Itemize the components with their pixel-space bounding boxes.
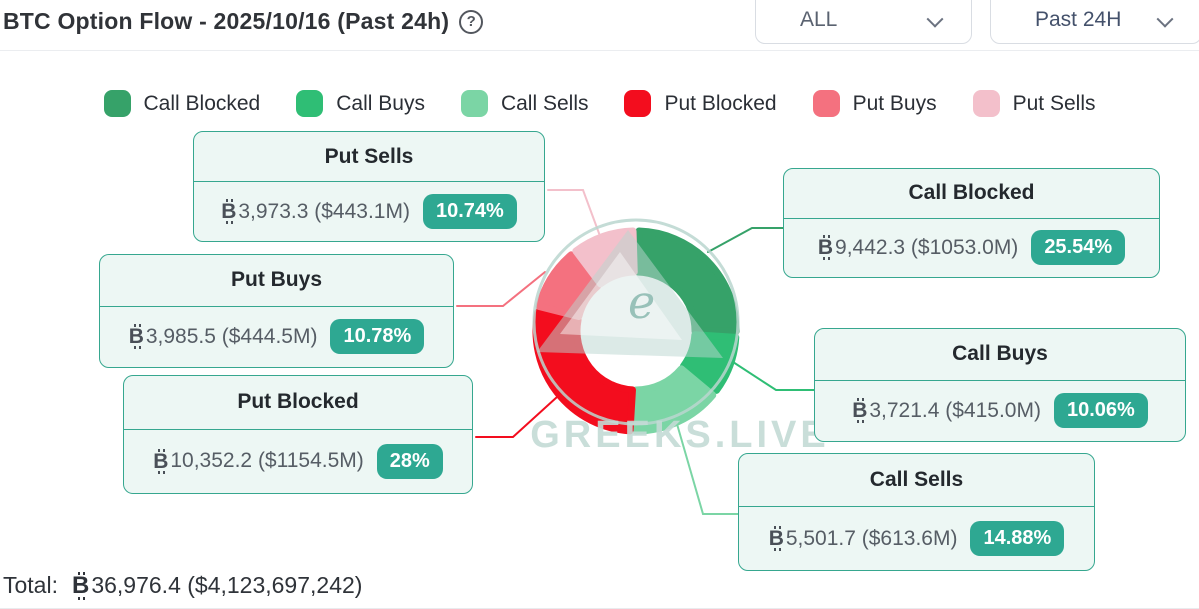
total-row: Total: B 36,976.4 ($4,123,697,242) [3,571,363,600]
btc-icon: B [153,448,169,474]
leader-line-put-sells [547,189,601,237]
watermark-logo-letter: e [628,275,655,329]
total-label: Total: [3,572,58,598]
leader-line-call-blocked [707,227,787,253]
callout-value: B 10,352.2 ($1154.5M) [153,448,364,474]
legend-swatch [624,90,652,117]
legend-label: Call Sells [500,91,589,115]
legend-label: Put Buys [852,91,937,115]
filter-all-label: ALL [800,8,838,31]
callout-call-buys[interactable]: Call Buys B 3,721.4 ($415.0M) 10.06% [814,328,1186,442]
pct-badge: 10.74% [422,194,517,230]
callout-title: Put Sells [194,132,544,183]
callout-title: Call Buys [815,329,1185,381]
chart-legend: Call Blocked Call Buys Call Sells Put Bl… [0,90,1199,117]
legend-item-put-buys[interactable]: Put Buys [812,90,937,117]
legend-swatch [296,90,324,117]
watermark-logo: e GREEKS.LIVE [530,218,830,456]
callout-title: Put Buys [100,255,453,307]
pct-badge: 10.06% [1053,393,1148,429]
leader-line-put-buys [456,271,546,307]
header: BTC Option Flow - 2025/10/16 (Past 24h) … [0,0,1199,50]
pct-badge: 28% [376,443,443,479]
leader-line-put-blocked [475,396,558,438]
legend-item-call-buys[interactable]: Call Buys [296,90,425,117]
legend-label: Put Sells [1012,91,1096,115]
callout-put-sells[interactable]: Put Sells B 3,973.3 ($443.1M) 10.74% [193,131,545,242]
legend-label: Call Blocked [143,91,261,115]
legend-label: Call Buys [336,91,425,115]
help-icon[interactable]: ? [459,9,484,34]
legend-label: Put Blocked [664,91,777,115]
btc-icon: B [817,235,834,261]
leader-line-call-sells [676,423,742,515]
pct-badge: 25.54% [1031,230,1126,266]
donut-slice-call-sells[interactable] [632,365,717,435]
btc-icon: B [768,526,784,552]
filter-dropdown-all[interactable]: ALL [755,0,972,44]
callout-value: B 9,442.3 ($1053.0M) [817,235,1019,261]
watermark-brand-text: GREEKS.LIVE [530,414,830,456]
callout-title: Call Sells [739,454,1094,508]
legend-item-put-blocked[interactable]: Put Blocked [624,90,777,117]
callout-put-buys[interactable]: Put Buys B 3,985.5 ($444.5M) 10.78% [99,254,454,368]
btc-icon: B [852,398,868,424]
legend-item-put-sells[interactable]: Put Sells [972,90,1096,117]
legend-swatch [460,90,488,117]
header-divider [0,50,1199,51]
callout-value: B 3,721.4 ($415.0M) [852,398,1041,424]
btc-icon: B [221,199,237,225]
callout-title: Put Blocked [124,376,472,430]
callout-value: B 3,985.5 ($444.5M) [128,324,318,350]
callout-value: B 5,501.7 ($613.6M) [768,526,958,552]
total-value: B 36,976.4 ($4,123,697,242) [71,571,363,600]
leader-line-call-buys [732,361,818,391]
legend-item-call-sells[interactable]: Call Sells [460,90,589,117]
legend-item-call-blocked[interactable]: Call Blocked [103,90,261,117]
pct-badge: 10.78% [330,319,425,355]
callout-put-blocked[interactable]: Put Blocked B 10,352.2 ($1154.5M) 28% [123,375,473,494]
legend-swatch [972,90,1000,117]
pct-badge: 14.88% [970,521,1065,557]
callout-value: B 3,973.3 ($443.1M) [221,199,410,225]
btc-icon: B [71,571,90,600]
filter-dropdown-time[interactable]: Past 24H [990,0,1199,44]
btc-icon: B [128,324,144,350]
callout-call-blocked[interactable]: Call Blocked B 9,442.3 ($1053.0M) 25.54% [783,168,1160,278]
legend-swatch [812,90,840,117]
callout-call-sells[interactable]: Call Sells B 5,501.7 ($613.6M) 14.88% [738,453,1095,571]
legend-swatch [103,90,131,117]
page-title: BTC Option Flow - 2025/10/16 (Past 24h) [3,8,450,34]
callout-title: Call Blocked [784,169,1159,219]
filter-time-label: Past 24H [1035,8,1122,31]
